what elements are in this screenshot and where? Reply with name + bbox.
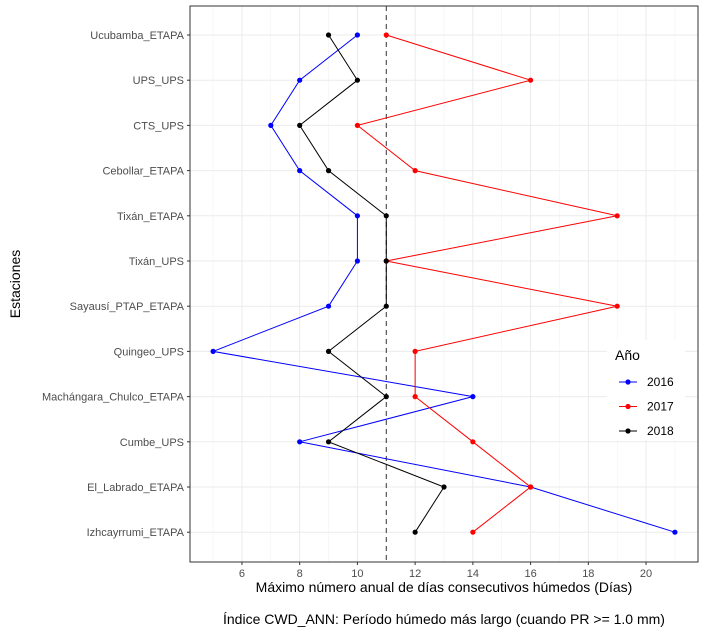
- y-tick-label: Tixán_ETAPA: [117, 211, 185, 223]
- x-tick-label: 20: [640, 568, 652, 580]
- data-point-2018: [325, 168, 332, 174]
- data-point-2017: [527, 484, 534, 490]
- x-tick-labels: 6 8 10 12 14 16 18 20: [239, 562, 652, 580]
- data-point-2018: [297, 122, 303, 128]
- data-point-2017: [354, 122, 361, 128]
- data-point-2016: [297, 77, 303, 83]
- data-point-2017: [614, 213, 620, 219]
- data-point-2016: [354, 258, 361, 264]
- x-tick-label: 10: [351, 568, 363, 580]
- data-point-2018: [354, 77, 361, 83]
- data-point-2016: [470, 394, 476, 400]
- legend-title: Año: [615, 347, 640, 363]
- x-axis-title: Máximo número anual de días consecutivos…: [256, 579, 633, 595]
- x-tick-label: 18: [582, 568, 594, 580]
- series-line-2017: [356, 34, 618, 533]
- data-point-2016: [268, 122, 274, 128]
- y-tick-label: UPS_UPS: [133, 75, 184, 87]
- data-point-2016: [297, 439, 303, 445]
- chart-caption: Índice CWD_ANN: Período húmedo más largo…: [223, 611, 665, 627]
- data-point-2017: [412, 394, 418, 400]
- data-point-2016: [297, 168, 303, 174]
- y-tick-label: El_Labrado_ETAPA: [87, 482, 184, 494]
- data-point-2017: [527, 77, 534, 83]
- data-point-2018: [383, 303, 389, 309]
- x-tick-label: 14: [467, 568, 479, 580]
- data-point-2017: [383, 32, 389, 38]
- x-tick-label: 12: [409, 568, 421, 580]
- y-tick-label: Tixán_UPS: [129, 256, 184, 268]
- y-tick-label: Ucubamba_ETAPA: [90, 30, 184, 42]
- y-tick-label: Cumbe_UPS: [120, 437, 184, 449]
- data-point-2018: [383, 258, 389, 264]
- data-point-2018: [383, 213, 389, 219]
- legend-label-2018: 2018: [647, 424, 674, 438]
- series-layer: [210, 32, 678, 535]
- y-tick-label: Quingeo_UPS: [114, 346, 184, 358]
- data-point-2016: [210, 348, 216, 354]
- y-tick-label: Cebollar_ETAPA: [102, 166, 184, 178]
- data-point-2016: [354, 32, 361, 38]
- y-tick-label: Machángara_Chulco_ETAPA: [42, 392, 185, 404]
- data-point-2018: [325, 348, 332, 354]
- data-point-2017: [412, 348, 418, 354]
- legend-label-2017: 2017: [647, 400, 674, 414]
- data-point-2016: [354, 213, 361, 219]
- panel-border: [189, 5, 699, 563]
- data-point-2016: [325, 303, 332, 309]
- y-tick-label: CTS_UPS: [133, 120, 184, 132]
- data-point-2017: [470, 439, 476, 445]
- y-tick-labels: Ucubamba_ETAPA UPS_UPS CTS_UPS Cebollar_ETA…: [42, 30, 190, 539]
- data-point-2018: [441, 484, 447, 490]
- y-tick-label: Sayausí_PTAP_ETAPA: [70, 301, 185, 313]
- data-point-2018: [325, 32, 332, 38]
- legend: Año 2016 2017 2018: [607, 340, 685, 440]
- x-tick-label: 16: [524, 568, 536, 580]
- x-tick-label: 8: [297, 568, 303, 580]
- data-point-2018: [412, 529, 418, 535]
- legend-key-point-2016: [625, 379, 631, 385]
- data-point-2017: [614, 303, 620, 309]
- legend-key-point-2018: [625, 428, 631, 434]
- x-tick-label: 6: [239, 568, 245, 580]
- y-tick-label: Izhcayrrumi_ETAPA: [87, 527, 185, 539]
- y-axis-title: Estaciones: [7, 250, 23, 318]
- data-point-2018: [383, 394, 389, 400]
- data-point-2018: [325, 439, 332, 445]
- data-point-2017: [412, 168, 418, 174]
- legend-key-point-2017: [625, 403, 631, 410]
- data-point-2016: [672, 529, 678, 535]
- data-point-2017: [470, 529, 476, 535]
- legend-label-2016: 2016: [647, 375, 674, 389]
- series-line-2016: [211, 34, 676, 533]
- legend-background: [607, 340, 685, 440]
- series-line-2018: [299, 34, 445, 533]
